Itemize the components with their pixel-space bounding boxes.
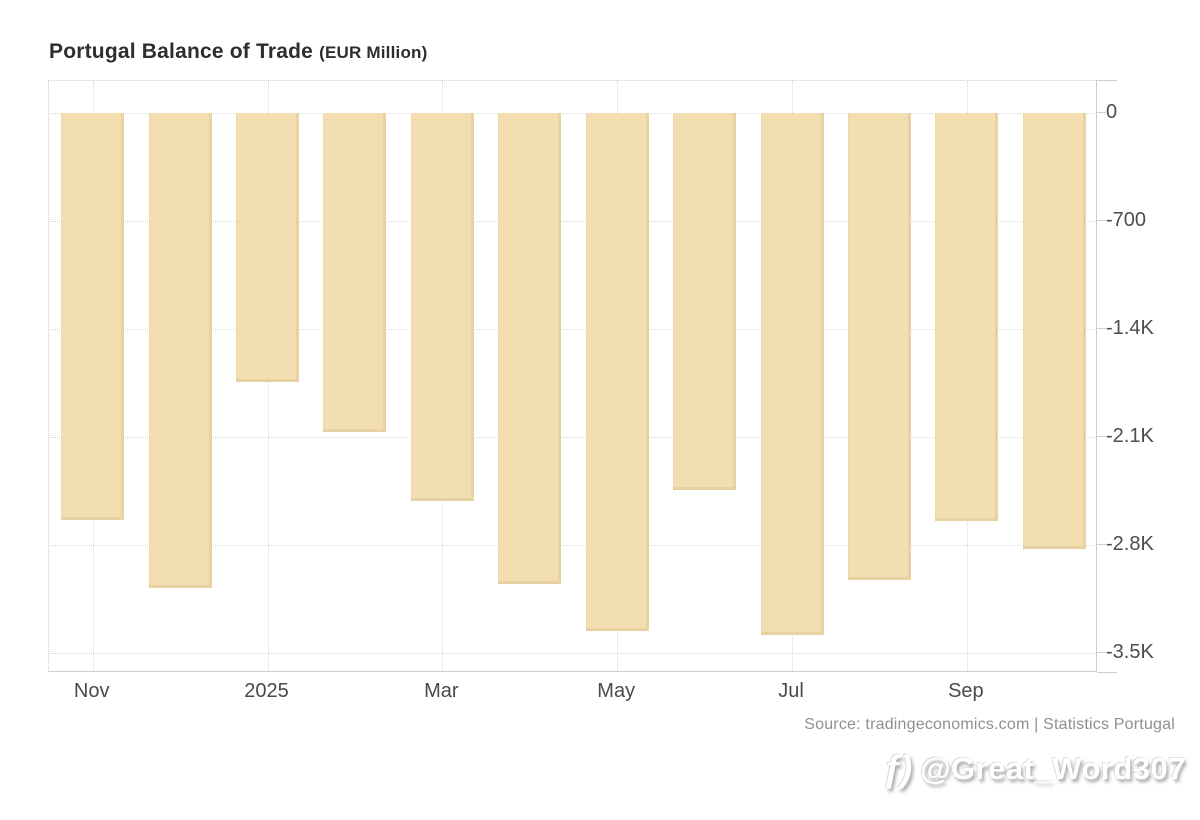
y-axis-label: -2.1K xyxy=(1106,425,1154,447)
facebook-icon: ƒ) xyxy=(882,748,912,789)
y-axis-label: -3.5K xyxy=(1106,641,1154,663)
x-axis-label: Nov xyxy=(73,680,110,702)
watermark-handle: @Great_Word307 xyxy=(920,751,1186,786)
y-axis-label: 0 xyxy=(1106,101,1118,123)
bar-may-2025[interactable] xyxy=(585,113,649,631)
y-gridline xyxy=(49,329,1096,330)
y-gridline xyxy=(49,653,1096,654)
y-axis-tick xyxy=(1097,652,1106,653)
source-text: Source: tradingeconomics.com | Statistic… xyxy=(804,716,1175,733)
x-axis-label: May xyxy=(597,680,636,702)
y-gridline xyxy=(49,437,1096,438)
plot-area xyxy=(48,80,1097,672)
bar-jan-2025[interactable] xyxy=(236,113,300,383)
bar-mar-2025[interactable] xyxy=(410,113,474,502)
watermark: ƒ) @Great_Word307 xyxy=(882,748,1186,790)
bar-feb-2025[interactable] xyxy=(323,113,387,433)
plot-bottom-edge-tick xyxy=(1097,672,1117,673)
chart-title-main: Portugal Balance of Trade xyxy=(49,40,314,63)
x-axis-label: Sep xyxy=(948,680,984,702)
y-axis-label: -2.8K xyxy=(1106,533,1154,555)
y-axis-label: -1.4K xyxy=(1106,317,1154,339)
bar-apr-2025[interactable] xyxy=(498,113,562,585)
chart-title-units-text: (EUR Million) xyxy=(319,43,428,62)
x-axis-label: Jul xyxy=(778,680,804,702)
bar-nov-2024[interactable] xyxy=(61,113,125,521)
y-axis-tick xyxy=(1097,436,1106,437)
chart-title: Portugal Balance of Trade (EUR Million) xyxy=(49,40,428,64)
bar-jun-2025[interactable] xyxy=(673,113,737,491)
y-gridline xyxy=(49,221,1096,222)
y-axis-tick xyxy=(1097,112,1106,113)
x-axis-label: 2025 xyxy=(244,680,289,702)
y-axis-label: -700 xyxy=(1106,209,1147,231)
y-axis-tick xyxy=(1097,544,1106,545)
bar-sep-2025[interactable] xyxy=(935,113,999,522)
bar-aug-2025[interactable] xyxy=(847,113,911,580)
y-gridline xyxy=(49,113,1096,114)
chart-title-units: (EUR Million) xyxy=(319,43,427,62)
bar-dec-2024[interactable] xyxy=(148,113,212,589)
x-axis-label: Mar xyxy=(424,680,459,702)
y-axis-tick xyxy=(1097,328,1106,329)
plot-top-edge-tick xyxy=(1097,80,1117,81)
bar-jul-2025[interactable] xyxy=(760,113,824,636)
y-gridline xyxy=(49,545,1096,546)
bar-oct-2025[interactable] xyxy=(1022,113,1086,549)
y-axis-tick xyxy=(1097,220,1106,221)
